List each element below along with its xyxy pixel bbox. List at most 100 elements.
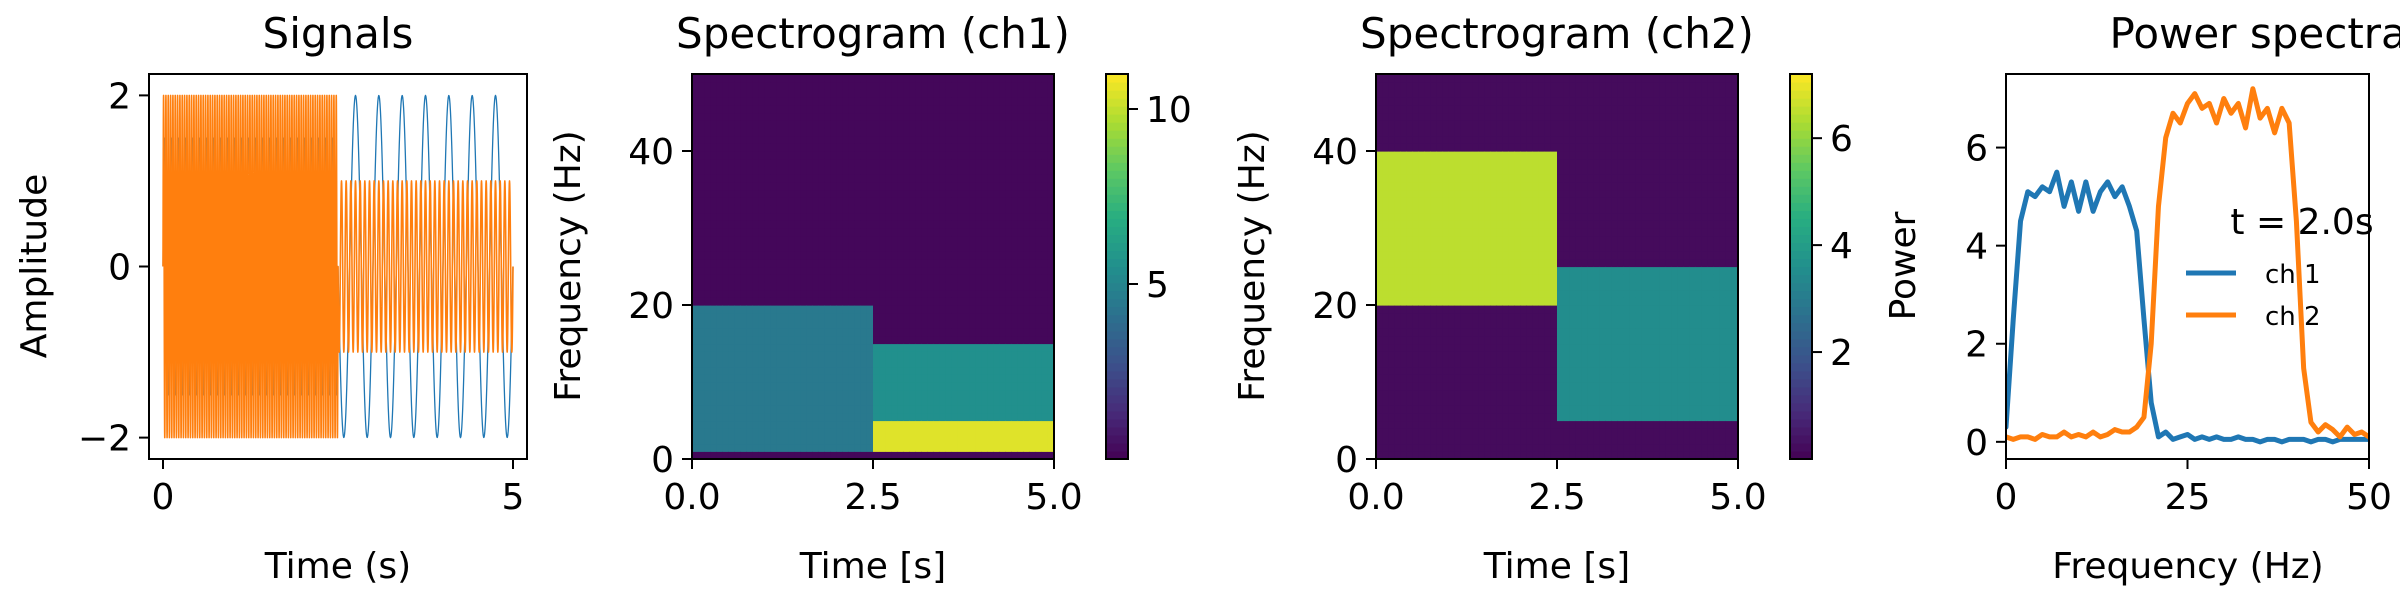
spectrogram-ch2-cell (1472, 189, 1480, 198)
spectrogram-ch2-cell (1557, 166, 1564, 175)
spectrogram-ch1-cell (945, 204, 953, 214)
spectrogram-ch2-cell (1550, 74, 1558, 83)
spectrogram-ch1-cell (692, 89, 699, 98)
spectrogram-ch1-cell (921, 204, 928, 214)
spectrogram-ch1-cell (698, 397, 705, 406)
spectrogram-ch2-cell (1478, 104, 1486, 114)
spectrogram-ch1-cell (848, 204, 856, 214)
spectrogram-ch2-cell (1496, 412, 1504, 422)
spectrogram-ch1-cell (885, 328, 892, 337)
spectrogram-ch1-cell (999, 135, 1007, 144)
spectrogram-ch1-cell (836, 127, 844, 137)
spectrogram-ch2-cell (1569, 166, 1576, 175)
spectrogram-ch2-cell (1496, 74, 1504, 83)
spectrogram-ch1-cell (1047, 343, 1055, 352)
spectrogram-ch1-cell (993, 112, 1001, 121)
spectrogram-ch1-cell (806, 166, 814, 175)
spectrogram-ch1-cell (969, 312, 977, 321)
spectrogram-ch2-cell (1532, 451, 1540, 460)
spectrogram-ch1-cell (969, 389, 977, 398)
spectrogram-ch1-cell (891, 212, 898, 221)
spectrogram-ch2-cell (1424, 81, 1431, 90)
spectrogram-ch1-cell (806, 228, 814, 237)
spectrogram-ch1-cell (969, 382, 977, 391)
spectrogram-ch1-cell (842, 343, 850, 352)
spectrogram-ch2-cell (1466, 320, 1474, 329)
spectrogram-ch2-cell (1436, 382, 1443, 391)
spectrogram-ch2-cell (1484, 258, 1492, 268)
spectrogram-ch1-cell (740, 197, 747, 206)
spectrogram-ch1-cell (999, 389, 1007, 398)
spectrogram-ch1-cell (921, 81, 928, 90)
spectrogram-ch2-cell (1466, 258, 1474, 268)
spectrogram-ch1-cell (915, 397, 922, 406)
spectrogram-ch1-cell (752, 443, 759, 452)
spectrogram-ch1-cell (999, 258, 1007, 268)
spectrogram-ch2-cell (1569, 305, 1576, 314)
spectrogram-ch2-cell (1484, 97, 1492, 106)
spectrogram-ch1-cell (1041, 74, 1049, 83)
spectrogram-ch1-cell (752, 189, 759, 198)
spectrogram-ch1-cell (897, 289, 904, 298)
spectrogram-ch2-cell (1418, 151, 1425, 160)
spectrogram-ch1-cell (860, 320, 868, 329)
spectrogram-ch1-cell (812, 358, 820, 368)
spectrogram-ch1-cell (1035, 335, 1043, 345)
spectrogram-ch1-cell (812, 405, 820, 414)
spectrogram-ch1-cell (782, 328, 790, 337)
spectrogram-ch2-cell (1593, 312, 1600, 321)
spectrogram-ch2-cell (1412, 289, 1419, 298)
spectrogram-ch2-cell (1599, 382, 1606, 391)
spectrogram-ch2-cell (1490, 405, 1498, 414)
spectrogram-ch1-cell (909, 443, 916, 452)
spectrogram-ch1-cell (848, 81, 856, 90)
spectrogram-ch1-cell (848, 235, 856, 244)
spectrogram-ch1-cell (1011, 343, 1019, 352)
spectrogram-ch2-cell (1575, 435, 1582, 445)
spectrogram-ch1-cell (788, 212, 796, 221)
spectrogram-ch1-cell (915, 112, 922, 121)
spectrogram-ch1-cell (1011, 412, 1019, 422)
spectrogram-ch1-cell (1047, 74, 1055, 83)
spectrogram-ch1-cell (692, 220, 699, 229)
spectrogram-ch1-cell (885, 189, 892, 198)
spectrogram-ch1-cell (1005, 89, 1013, 98)
spectrogram-ch1-cell (903, 451, 910, 460)
spectrogram-ch2-cell (1514, 428, 1522, 437)
spectrogram-ch2-cell (1581, 235, 1588, 244)
spectrogram-ch1-cell (993, 127, 1001, 137)
spectrogram-ch1-cell (740, 274, 747, 283)
spectrogram-ch1-cell (800, 89, 808, 98)
spectrogram-ch2-cell (1418, 412, 1425, 422)
spectrogram-ch2-cell (1575, 120, 1582, 129)
spectrogram-ch1-cell (885, 297, 892, 306)
spectrogram-ch1-cell (1035, 374, 1043, 383)
spectrogram-ch1-cell (999, 443, 1007, 452)
spectrogram-ch1-cell (951, 397, 959, 406)
spectrogram-ch1-cell (945, 443, 953, 452)
spectrogram-ch1-cell (866, 405, 874, 414)
spectrogram-ch1-cell (939, 112, 946, 121)
spectrogram-ch2-cell (1436, 158, 1443, 167)
spectrogram-ch1-cell (885, 258, 892, 268)
spectrogram-ch1-cell (764, 120, 772, 129)
spectrogram-ch1-cell (800, 358, 808, 368)
spectrogram-ch1-cell (873, 312, 880, 321)
spectrogram-ch1-cell (836, 335, 844, 345)
spectrogram-ch2-cell (1575, 212, 1582, 221)
spectrogram-ch2-cell (1514, 374, 1522, 383)
spectrogram-ch1-cell (879, 405, 886, 414)
spectrogram-ch1-cell (945, 228, 953, 237)
spectrogram-ch2-cell (1550, 274, 1558, 283)
spectrogram-ch1-cell (842, 135, 850, 144)
spectrogram-ch1-cell (903, 328, 910, 337)
spectrogram-ch1-cell (969, 97, 977, 106)
spectrogram-ch2-cell (1460, 235, 1468, 244)
spectrogram-ch2-cell (1490, 328, 1498, 337)
spectrogram-ch1-cell (866, 266, 874, 275)
spectrogram-ch1-cell (999, 451, 1007, 460)
spectrogram-ch1-cell (909, 358, 916, 368)
spectrogram-ch1-cell (764, 212, 772, 221)
spectrogram-ch1-cell (915, 351, 922, 360)
spectrogram-ch2-cell (1569, 397, 1576, 406)
